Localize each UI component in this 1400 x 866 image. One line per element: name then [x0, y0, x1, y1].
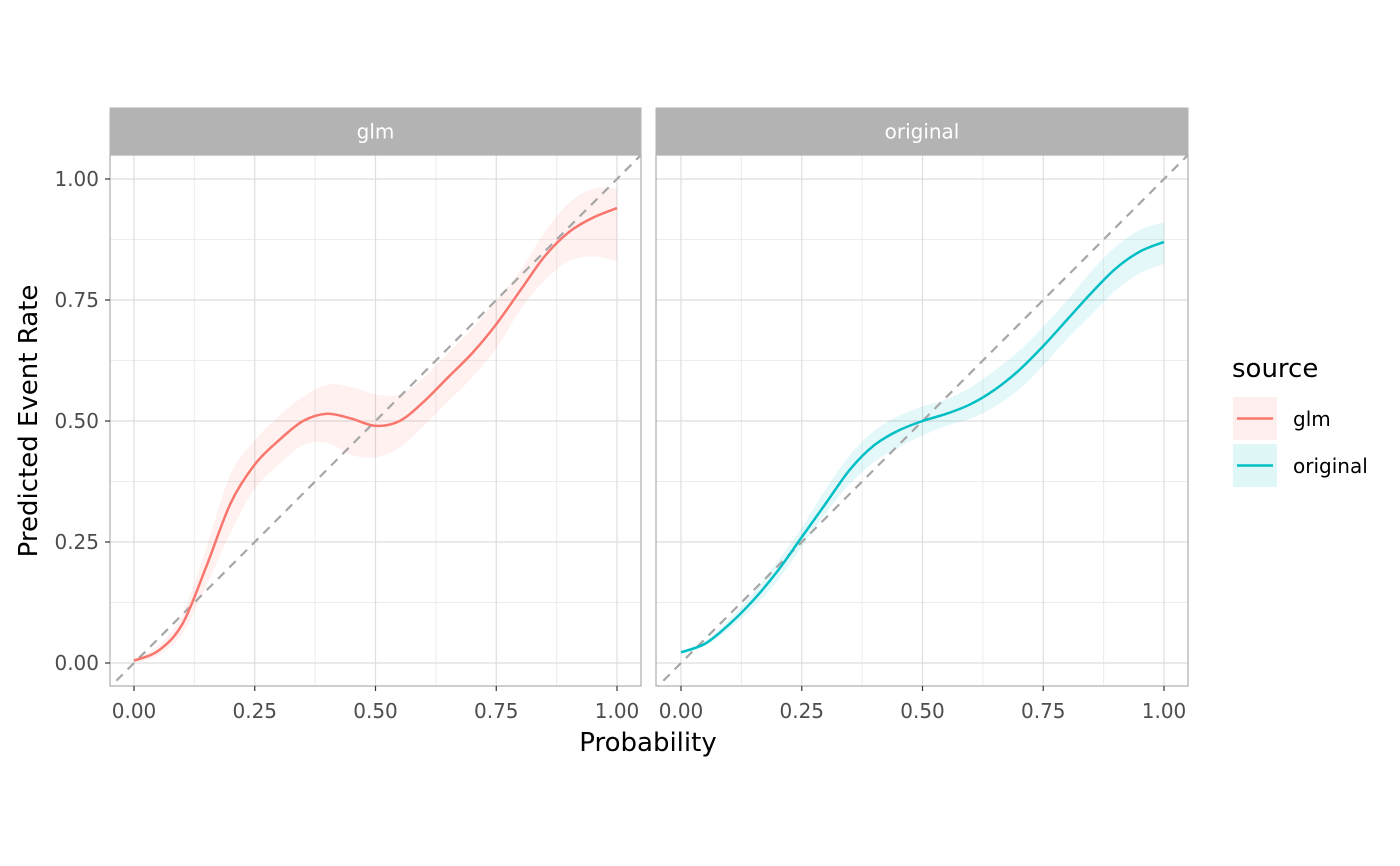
facet-strip-label: original [885, 120, 960, 144]
x-tick-label: 0.75 [474, 699, 519, 723]
x-tick-label: 1.00 [595, 699, 640, 723]
legend: source glm original [1232, 354, 1368, 487]
x-axis-title: Probability [579, 728, 716, 758]
x-tick-label: 0.75 [1021, 699, 1066, 723]
x-tick-label: 1.00 [1142, 699, 1187, 723]
x-tick-label: 0.25 [779, 699, 824, 723]
reference-diagonal [110, 155, 641, 686]
legend-label-original: original [1293, 454, 1368, 478]
y-tick-label: 0.25 [54, 530, 99, 554]
x-tick-label: 0.25 [232, 699, 277, 723]
x-tick-label: 0.50 [900, 699, 945, 723]
legend-key-original [1233, 444, 1277, 487]
facet-strip-original [655, 107, 1189, 156]
y-tick-label: 0.75 [54, 288, 99, 312]
legend-title: source [1232, 354, 1318, 384]
x-tick-label: 0.50 [353, 699, 398, 723]
x-tick-label: 0.00 [112, 699, 157, 723]
y-tick-label: 1.00 [54, 167, 99, 191]
y-tick-label: 0.50 [54, 409, 99, 433]
y-tick-label: 0.00 [54, 651, 99, 675]
facet-panel-glm: glm [109, 107, 642, 687]
confidence-band-original [681, 222, 1164, 655]
series-line-glm [133, 206, 618, 662]
y-axis-title: Predicted Event Rate [14, 285, 44, 558]
series-line-original [680, 240, 1165, 654]
x-tick-label: 0.00 [659, 699, 704, 723]
legend-key-glm [1233, 397, 1277, 440]
facet-strip-label: glm [357, 120, 395, 144]
facet-strip-glm [109, 107, 642, 156]
facet-panel-original: original [655, 107, 1189, 687]
legend-label-glm: glm [1293, 407, 1331, 431]
reference-diagonal [656, 155, 1188, 686]
gridlines [110, 155, 641, 686]
